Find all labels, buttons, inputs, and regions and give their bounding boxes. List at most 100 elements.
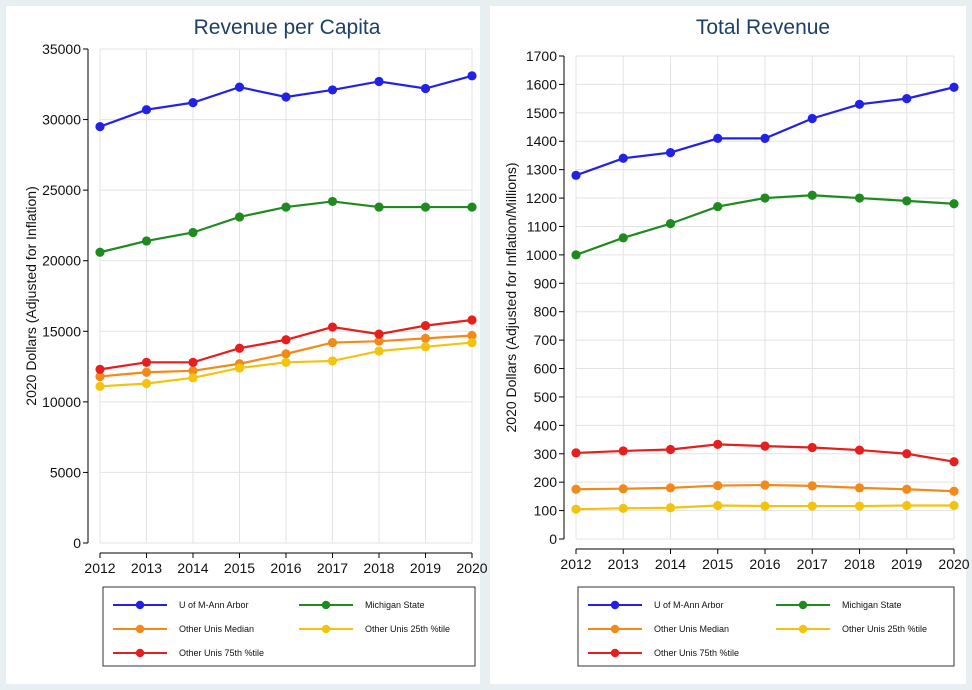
y-tick-label: 400 xyxy=(534,417,558,433)
y-tick-label: 900 xyxy=(534,275,558,291)
y-tick-label: 15000 xyxy=(42,323,81,339)
x-tick-label: 2016 xyxy=(270,560,301,576)
data-point-michigan-state xyxy=(571,250,581,260)
x-tick-label: 2017 xyxy=(797,556,828,572)
data-point-other-unis-25th-tile xyxy=(420,342,431,352)
legend-swatch-marker xyxy=(321,624,331,634)
y-tick-label: 700 xyxy=(534,332,558,348)
data-point-other-unis-median xyxy=(949,486,959,496)
data-point-u-of-m-ann-arbor xyxy=(713,133,723,143)
y-tick-label: 1200 xyxy=(526,190,557,206)
data-point-other-unis-25th-tile xyxy=(467,337,477,348)
data-point-michigan-state xyxy=(618,233,628,243)
data-point-u-of-m-ann-arbor xyxy=(141,105,152,115)
data-point-other-unis-median xyxy=(618,484,628,494)
x-tick-label: 2012 xyxy=(84,560,115,576)
data-point-other-unis-median xyxy=(571,484,581,494)
data-point-other-unis-25th-tile xyxy=(234,363,245,373)
legend-swatch-marker xyxy=(798,600,808,610)
data-point-other-unis-75th-tile xyxy=(420,321,431,331)
data-point-u-of-m-ann-arbor xyxy=(420,83,431,94)
legend-swatch-marker xyxy=(135,648,145,658)
y-tick-label: 25000 xyxy=(42,182,81,198)
legend-swatch-marker xyxy=(610,600,620,610)
data-point-michigan-state xyxy=(949,199,959,209)
legend-swatch-marker xyxy=(135,600,145,610)
data-point-other-unis-75th-tile xyxy=(571,448,581,458)
data-point-michigan-state xyxy=(760,193,770,203)
total-revenue-chart: Total Revenue 0 100 200 300 400 500 600 700 800 90… xyxy=(503,16,970,667)
data-point-michigan-state xyxy=(665,219,676,229)
legend-label: Other Unis Median xyxy=(654,624,729,634)
data-point-other-unis-25th-tile xyxy=(618,503,628,513)
data-point-other-unis-median xyxy=(374,336,384,346)
data-point-michigan-state xyxy=(95,247,105,257)
data-point-other-unis-75th-tile xyxy=(854,445,865,455)
legend-swatch-marker xyxy=(798,624,808,634)
data-point-michigan-state xyxy=(234,212,245,222)
data-point-u-of-m-ann-arbor xyxy=(281,92,291,102)
data-point-other-unis-median xyxy=(188,366,198,376)
data-point-other-unis-75th-tile xyxy=(327,322,338,332)
data-point-u-of-m-ann-arbor xyxy=(760,133,770,143)
data-point-u-of-m-ann-arbor xyxy=(807,113,817,124)
data-point-other-unis-median xyxy=(420,333,431,343)
data-point-other-unis-median xyxy=(713,480,723,491)
data-point-other-unis-median xyxy=(141,367,152,377)
data-point-michigan-state xyxy=(374,202,384,212)
data-point-other-unis-75th-tile xyxy=(760,441,770,451)
x-tick-label: 2015 xyxy=(702,556,733,572)
revenue-per-capita-chart: Revenue per Capita 0 5000 10000 15000 20000 25… xyxy=(23,16,488,667)
data-point-other-unis-75th-tile xyxy=(807,442,817,453)
data-point-other-unis-25th-tile xyxy=(95,381,105,391)
data-point-other-unis-median xyxy=(807,481,817,491)
data-point-michigan-state xyxy=(188,227,198,238)
data-point-other-unis-75th-tile xyxy=(467,315,477,325)
y-tick-label: 800 xyxy=(534,304,558,320)
x-tick-label: 2020 xyxy=(938,556,969,572)
data-point-other-unis-75th-tile xyxy=(281,335,291,345)
data-point-michigan-state xyxy=(420,202,431,212)
legend-label: U of M-Ann Arbor xyxy=(654,600,724,610)
data-point-other-unis-75th-tile xyxy=(374,329,384,339)
data-point-other-unis-25th-tile xyxy=(665,503,676,513)
data-point-michigan-state xyxy=(902,196,912,206)
y-tick-label: 35000 xyxy=(42,41,81,57)
data-point-michigan-state xyxy=(713,201,723,212)
y-tick-label: 100 xyxy=(534,503,558,519)
data-point-other-unis-median xyxy=(467,330,477,341)
legend-label: Other Unis 75th %tile xyxy=(654,648,739,658)
data-point-other-unis-75th-tile xyxy=(665,444,676,455)
data-point-other-unis-median xyxy=(281,349,291,359)
data-point-u-of-m-ann-arbor xyxy=(665,148,676,158)
y-tick-label: 1600 xyxy=(526,76,557,92)
legend-label: Other Unis 25th %tile xyxy=(365,624,450,634)
x-tick-label: 2013 xyxy=(131,560,162,576)
legend-swatch-marker xyxy=(135,624,145,634)
y-tick-label: 30000 xyxy=(42,112,81,128)
data-point-other-unis-25th-tile xyxy=(141,378,152,389)
data-point-u-of-m-ann-arbor xyxy=(374,76,384,87)
legend-label: Other Unis 75th %tile xyxy=(179,648,264,658)
legend-label: Michigan State xyxy=(842,600,902,610)
y-tick-label: 5000 xyxy=(50,464,81,480)
chart-panel-revenue-per-capita: Revenue per Capita 0 5000 10000 15000 20000 25… xyxy=(6,6,488,684)
y-axis-title: 2020 Dollars (Adjusted for Inflation/Mil… xyxy=(503,162,519,432)
data-point-michigan-state xyxy=(141,236,152,246)
chart-panel-total-revenue: Total Revenue 0 100 200 300 400 500 600 700 800 90… xyxy=(490,6,970,684)
legend-label: U of M-Ann Arbor xyxy=(179,600,249,610)
y-tick-label: 1400 xyxy=(526,133,557,149)
y-tick-label: 10000 xyxy=(42,394,81,410)
data-point-other-unis-75th-tile xyxy=(949,457,959,467)
x-tick-label: 2014 xyxy=(655,556,686,572)
data-point-michigan-state xyxy=(281,202,291,212)
y-tick-label: 300 xyxy=(534,446,558,462)
x-tick-label: 2018 xyxy=(363,560,394,576)
data-point-other-unis-25th-tile xyxy=(760,501,770,511)
legend-label: Other Unis Median xyxy=(179,624,254,634)
data-point-u-of-m-ann-arbor xyxy=(234,82,245,92)
data-point-u-of-m-ann-arbor xyxy=(467,71,477,81)
data-point-other-unis-25th-tile xyxy=(571,504,581,514)
x-tick-label: 2019 xyxy=(891,556,922,572)
x-tick-label: 2018 xyxy=(844,556,875,572)
